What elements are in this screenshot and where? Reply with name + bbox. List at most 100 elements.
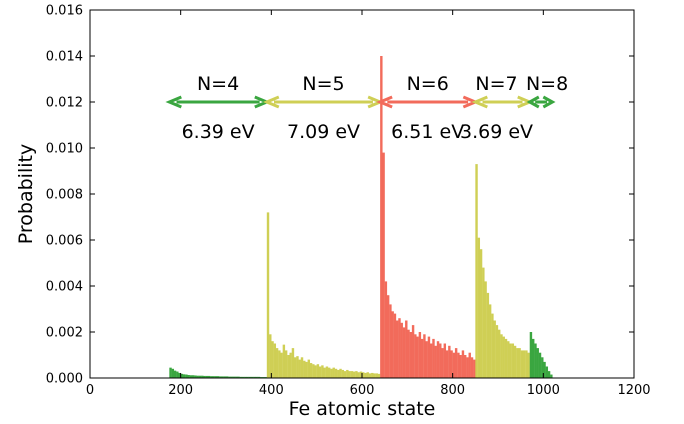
histogram-bar bbox=[337, 369, 340, 378]
histogram-bar bbox=[189, 375, 193, 378]
x-tick-label: 0 bbox=[86, 383, 94, 398]
histogram-bar bbox=[343, 371, 347, 378]
histogram-bar bbox=[402, 327, 406, 378]
region-label: N=7 bbox=[475, 73, 517, 95]
histogram-bar bbox=[230, 376, 233, 378]
histogram-bar bbox=[495, 325, 499, 378]
histogram-bar bbox=[541, 357, 544, 378]
y-tick-label: 0.004 bbox=[46, 280, 83, 295]
histogram-bar bbox=[201, 375, 204, 378]
histogram-bar bbox=[434, 345, 437, 378]
histogram-bar bbox=[246, 376, 249, 378]
histogram-bar bbox=[423, 334, 426, 378]
histogram-bar bbox=[180, 373, 184, 378]
histogram-bar bbox=[305, 361, 308, 378]
histogram-bar bbox=[248, 376, 252, 378]
histogram-bar bbox=[493, 320, 496, 378]
histogram-bar bbox=[219, 376, 222, 378]
histogram-bar bbox=[513, 345, 517, 378]
y-axis-label: Probability bbox=[15, 144, 37, 244]
histogram-bar bbox=[377, 373, 381, 378]
y-tick-label: 0.012 bbox=[46, 96, 83, 111]
histogram-bar bbox=[407, 329, 410, 378]
histogram-bar bbox=[398, 318, 401, 378]
histogram-bar bbox=[216, 376, 220, 378]
histogram-bar bbox=[464, 355, 467, 378]
histogram-bar bbox=[452, 352, 456, 378]
histogram-bar bbox=[461, 350, 465, 378]
histogram-bar bbox=[416, 336, 419, 378]
histogram-bar bbox=[314, 365, 317, 378]
histogram-bar bbox=[198, 375, 202, 378]
histogram-bar bbox=[357, 372, 360, 378]
x-tick-label: 800 bbox=[440, 383, 465, 398]
histogram-bar bbox=[445, 350, 449, 378]
histogram-bar bbox=[339, 368, 342, 378]
histogram-bar bbox=[545, 366, 549, 378]
histogram-bar bbox=[257, 376, 261, 378]
histogram-bar bbox=[418, 332, 422, 378]
y-tick-label: 0.000 bbox=[46, 372, 83, 387]
region-energy-label: 3.69 eV bbox=[460, 121, 533, 143]
region-label: N=5 bbox=[302, 73, 344, 95]
x-tick-label: 600 bbox=[350, 383, 375, 398]
histogram-bar bbox=[282, 344, 286, 378]
x-tick-label: 400 bbox=[259, 383, 284, 398]
histogram-bar bbox=[350, 371, 354, 378]
histogram-bar bbox=[334, 368, 338, 378]
histogram-bar bbox=[173, 370, 177, 378]
histogram-bar bbox=[309, 363, 313, 378]
y-tick-label: 0.008 bbox=[46, 188, 83, 203]
histogram-bar bbox=[303, 360, 306, 378]
histogram-bar bbox=[473, 359, 476, 378]
histogram-bar bbox=[280, 352, 283, 378]
region-labels: N=4 6.39 eV N=5 7.09 eV N=6 6.51 eV N=7 3.69 eV… bbox=[182, 73, 569, 143]
histogram-bar bbox=[459, 355, 462, 378]
histogram-bar bbox=[235, 376, 238, 378]
arrow-head-left bbox=[526, 95, 540, 109]
x-axis-label: Fe atomic state bbox=[289, 398, 436, 420]
histogram-bar bbox=[207, 375, 211, 378]
histogram-bar bbox=[284, 350, 288, 378]
histogram-bar bbox=[352, 371, 356, 378]
histogram-bar bbox=[491, 313, 494, 378]
histogram-bar bbox=[255, 376, 258, 378]
histogram-bar bbox=[409, 332, 413, 378]
histogram-bar bbox=[348, 371, 351, 378]
histogram-bar bbox=[443, 343, 447, 378]
histogram-bar bbox=[414, 334, 417, 378]
histogram-bar bbox=[538, 352, 542, 378]
histogram-bar bbox=[212, 376, 215, 378]
histogram-bar bbox=[359, 371, 363, 378]
region-label: N=6 bbox=[407, 73, 449, 95]
histogram-bar bbox=[341, 369, 345, 378]
histogram-bar bbox=[312, 364, 315, 378]
histogram-bar bbox=[244, 376, 247, 378]
histogram-bar bbox=[362, 372, 365, 378]
histogram-bar bbox=[527, 352, 530, 378]
histogram-bar bbox=[364, 372, 367, 378]
histogram-bar bbox=[205, 375, 209, 378]
histogram-bar bbox=[226, 376, 229, 378]
region-arrow bbox=[471, 95, 534, 109]
histogram-bar bbox=[368, 373, 372, 378]
histogram-bar bbox=[386, 295, 390, 378]
histogram-bar bbox=[475, 164, 478, 378]
histogram-bar bbox=[450, 350, 453, 378]
histogram-bar bbox=[323, 367, 326, 378]
histogram-bar bbox=[176, 371, 179, 378]
histogram-bar bbox=[547, 371, 551, 378]
histogram-bar bbox=[318, 366, 322, 378]
histogram-bar bbox=[196, 375, 199, 378]
histogram-bar bbox=[432, 338, 435, 378]
histogram-bar bbox=[194, 375, 197, 378]
histogram-bar bbox=[203, 375, 206, 378]
histogram-bar bbox=[271, 341, 274, 378]
histogram-bar bbox=[330, 368, 333, 378]
histogram-bar bbox=[477, 237, 481, 378]
histogram-bar bbox=[300, 357, 304, 378]
histogram-bar bbox=[298, 359, 301, 378]
histogram-bar bbox=[516, 348, 519, 378]
histogram-bar bbox=[488, 304, 492, 378]
